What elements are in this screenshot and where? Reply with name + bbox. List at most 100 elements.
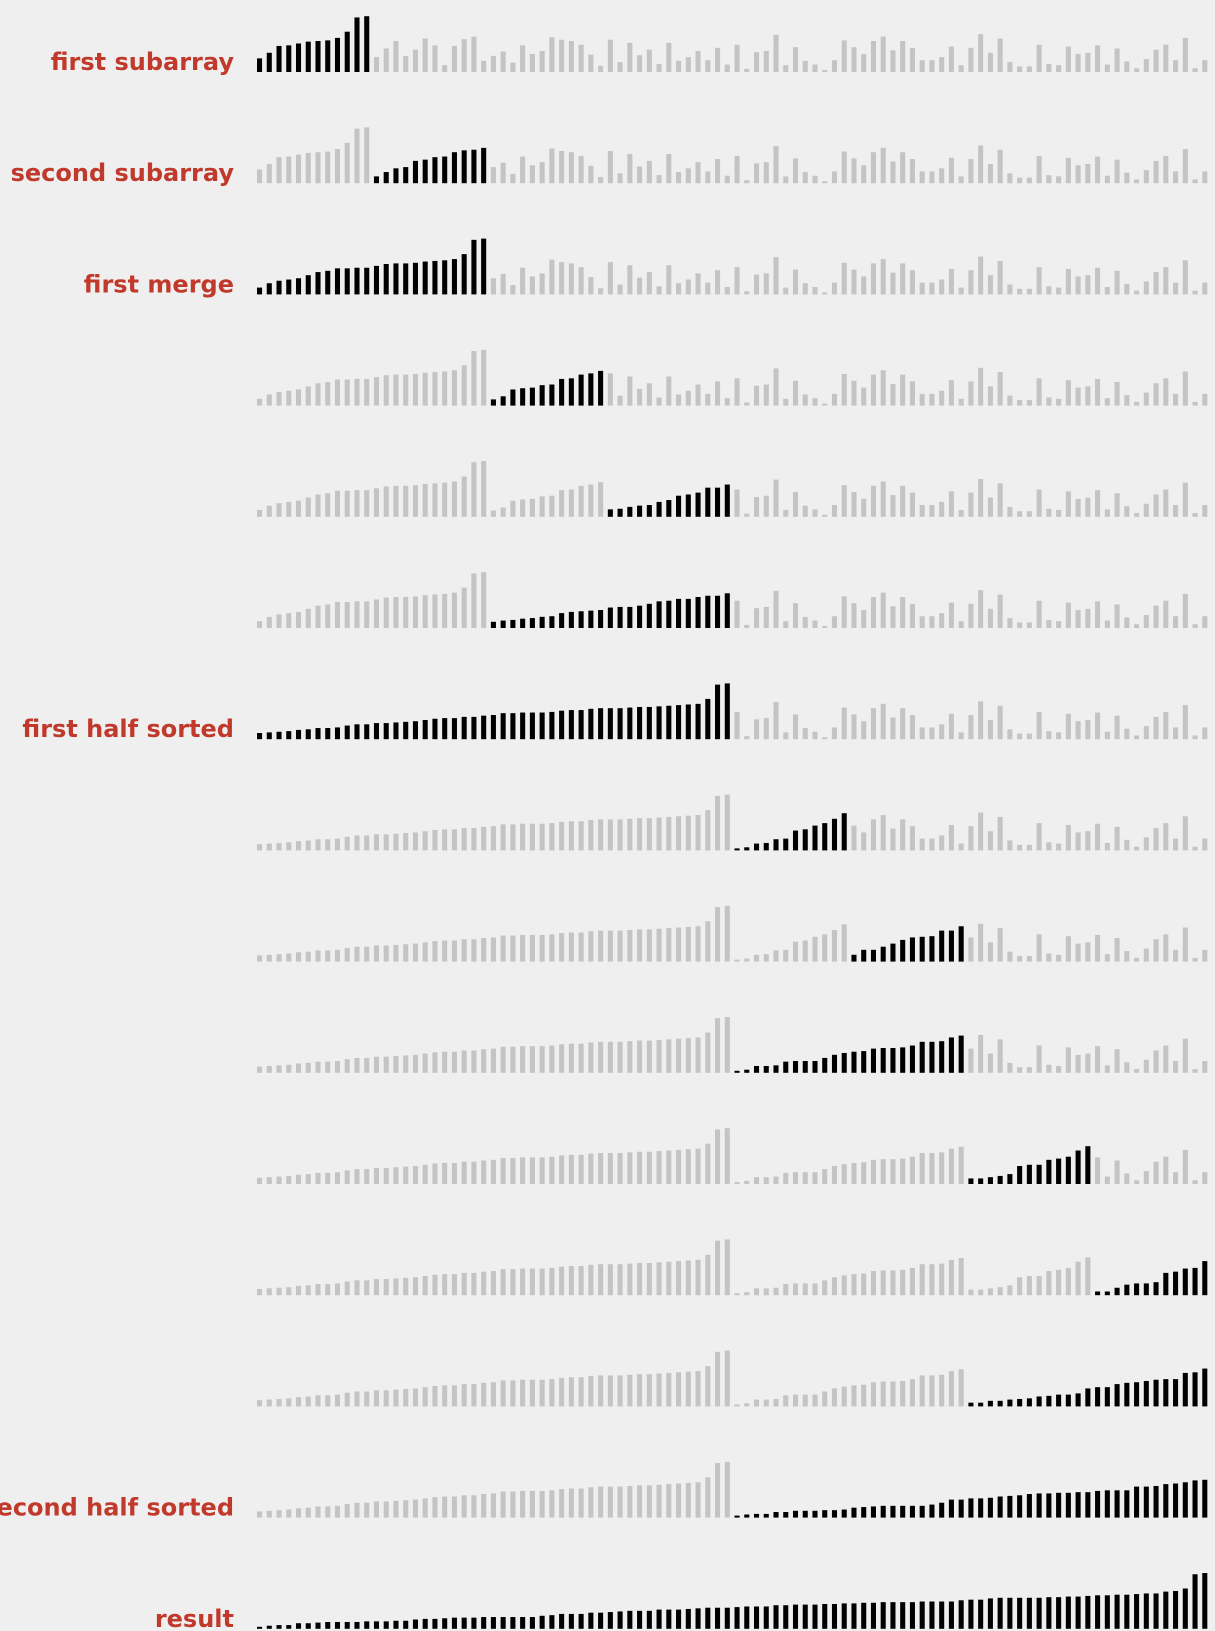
inactive-bar [1202,616,1208,628]
inactive-bar [344,947,350,962]
inactive-bar [1192,957,1198,962]
active-bar [266,52,272,72]
inactive-bar [627,1263,633,1296]
inactive-bar [442,1162,448,1184]
inactive-bar [1065,380,1071,406]
inactive-bar [773,1398,779,1407]
inactive-bar [1085,608,1091,628]
active-bar [715,684,721,740]
inactive-bar [685,1482,691,1518]
inactive-bar [568,932,574,962]
inactive-bar [617,930,623,962]
inactive-bar [1173,838,1179,851]
inactive-bar [753,52,760,72]
inactive-bar [598,1375,604,1407]
inactive-bar [909,47,915,72]
inactive-bar [588,277,594,295]
inactive-bar [812,175,818,184]
inactive-bar [763,384,769,406]
inactive-bar [315,1506,321,1518]
inactive-bar [724,1128,730,1184]
active-bar [344,31,350,72]
inactive-bar [646,929,652,962]
inactive-bar [442,1385,448,1407]
inactive-bar [676,1372,682,1407]
inactive-bar [909,603,915,628]
inactive-bar [539,50,545,72]
active-bar [598,1612,604,1629]
inactive-bar [266,505,272,517]
inactive-bar [715,159,721,184]
inactive-bar [1153,383,1159,406]
active-bar [666,500,672,517]
active-bar [1202,1261,1208,1296]
inactive-bar [773,702,779,740]
inactive-bar [568,1488,574,1518]
inactive-bar [451,45,457,72]
active-bar [997,1175,1003,1184]
active-bar [500,1617,506,1629]
inactive-bar [773,146,779,184]
active-bar [909,937,915,962]
inactive-bar [978,256,984,295]
inactive-bar [646,1040,652,1073]
inactive-bar [481,1160,487,1184]
inactive-bar [500,1046,506,1073]
active-bar [588,1612,594,1629]
active-bar [773,1065,779,1073]
active-bar [744,847,750,851]
active-bar [490,715,496,740]
inactive-bar [812,398,818,406]
inactive-bar [403,55,409,72]
inactive-bar [295,1508,302,1518]
inactive-bar [851,603,857,628]
active-bar [656,1609,662,1629]
inactive-bar [890,50,896,72]
inactive-bar [1075,721,1081,740]
inactive-bar [325,604,331,628]
inactive-bar [1104,64,1110,72]
inactive-bar [325,151,331,184]
inactive-bar [685,926,691,962]
inactive-bar [1182,927,1188,962]
inactive-bar [1182,149,1188,184]
inactive-bar [831,929,838,962]
inactive-bar [763,954,769,962]
inactive-bar [1046,397,1052,406]
inactive-bar [1163,823,1169,851]
inactive-bar [266,1177,272,1184]
inactive-bar [1085,52,1091,72]
inactive-bar [500,51,506,72]
inactive-bar [559,150,565,184]
active-bar [588,708,594,740]
active-bar [656,601,662,628]
inactive-bar [919,282,925,295]
inactive-bar [383,945,389,962]
inactive-bar [900,41,906,72]
inactive-bar [403,374,409,406]
inactive-bar [432,483,438,517]
active-bar [705,1607,711,1629]
row-label: second subarray [11,159,235,187]
inactive-bar [773,34,779,72]
active-bar [822,1604,828,1629]
active-bar [1134,1594,1140,1629]
active-bar [978,1498,984,1518]
active-bar [1056,1158,1062,1184]
inactive-bar [1056,398,1062,406]
inactive-bar [744,1180,750,1184]
inactive-bar [412,1054,418,1073]
inactive-bar [471,36,477,72]
active-bar [851,1603,857,1629]
inactive-bar [705,1143,711,1184]
inactive-bar [1017,1277,1023,1296]
row-label: first half sorted [22,715,234,743]
inactive-bar [637,388,643,406]
active-bar [715,487,721,517]
active-bar [763,842,769,851]
inactive-bar [900,597,906,628]
inactive-bar [364,1280,370,1296]
inactive-bar [890,272,896,295]
inactive-bar [432,1385,438,1407]
inactive-bar [490,826,496,851]
